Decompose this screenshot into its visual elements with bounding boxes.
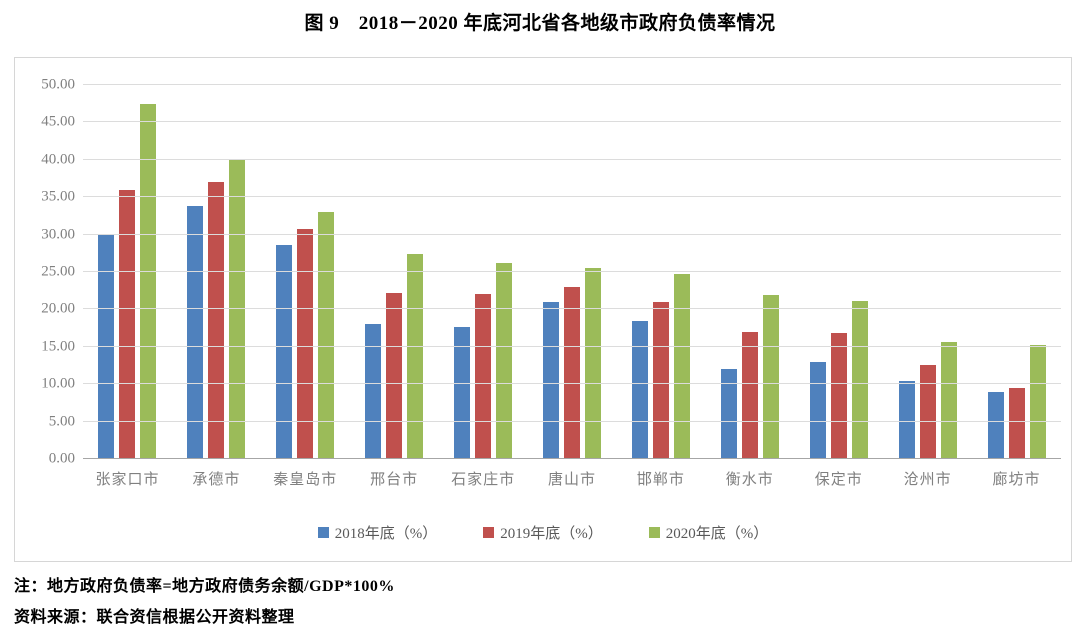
bar-group-2 xyxy=(172,85,261,459)
legend-label: 2019年底（%） xyxy=(500,525,603,542)
bar xyxy=(297,228,314,459)
x-axis-label: 承德市 xyxy=(192,472,241,488)
bar xyxy=(1008,387,1025,459)
y-axis-tick-label: 5.00 xyxy=(48,413,75,430)
bar xyxy=(208,182,225,459)
chart-frame: 0.00 5.00 10.00 15.00 20.00 25.00 30.00 35.00 40… xyxy=(14,57,1072,562)
x-axis: 张家口市 承德市 秦皇岛市 邢台市 石家庄市 唐山市 邯郸市 衡水市 保定市 沧州市 廊坊市 xyxy=(83,468,1061,490)
x-axis-line xyxy=(83,458,1061,459)
bar xyxy=(475,294,492,459)
figure-title: 图 9 2018－2020 年底河北省各地级市政府负债率情况 xyxy=(304,13,776,34)
gridline xyxy=(83,233,1061,235)
bar xyxy=(229,159,246,459)
bar-group-5 xyxy=(439,85,528,459)
y-axis-tick-label: 35.00 xyxy=(41,188,75,205)
bar xyxy=(318,212,335,459)
legend: 2018年底（%） 2019年底（%） 2020年底（%） xyxy=(15,520,1071,544)
bar xyxy=(187,206,204,459)
bar-group-9 xyxy=(794,85,883,459)
bar-group-6 xyxy=(528,85,617,459)
x-axis-label: 邢台市 xyxy=(370,472,419,488)
plot-area xyxy=(83,84,1061,459)
y-axis-tick-label: 50.00 xyxy=(41,76,75,93)
bar xyxy=(407,254,424,459)
bar xyxy=(809,361,826,459)
bar xyxy=(830,333,847,459)
bar xyxy=(119,190,136,459)
bar xyxy=(276,245,293,459)
gridline xyxy=(83,345,1061,347)
bar-group-10 xyxy=(883,85,972,459)
bar xyxy=(720,369,737,459)
x-axis-label: 沧州市 xyxy=(903,472,952,488)
bar xyxy=(365,323,382,459)
y-axis-tick-label: 25.00 xyxy=(41,263,75,280)
bar xyxy=(584,267,601,459)
gridline xyxy=(83,158,1061,160)
y-axis-tick-label: 40.00 xyxy=(41,151,75,168)
bar xyxy=(386,292,403,459)
bar xyxy=(563,286,580,459)
legend-swatch-icon xyxy=(648,526,660,538)
x-axis-label: 唐山市 xyxy=(547,472,596,488)
note-formula: 注：地方政府负债率=地方政府债务余额/GDP*100% xyxy=(14,578,395,595)
gridline xyxy=(83,121,1061,123)
bar xyxy=(631,321,648,459)
legend-item: 2020年底（%） xyxy=(648,522,769,543)
bar-group-3 xyxy=(261,85,350,459)
gridline xyxy=(83,84,1061,85)
y-axis-tick-label: 30.00 xyxy=(41,226,75,243)
y-axis-tick-label: 0.00 xyxy=(48,450,75,467)
y-axis: 0.00 5.00 10.00 15.00 20.00 25.00 30.00 35.00 40… xyxy=(15,77,75,467)
bar xyxy=(940,341,957,459)
legend-item: 2019年底（%） xyxy=(483,522,603,543)
x-axis-label: 张家口市 xyxy=(95,472,160,488)
x-axis-label: 衡水市 xyxy=(725,472,774,488)
legend-label: 2018年底（%） xyxy=(334,525,438,542)
y-axis-tick-label: 15.00 xyxy=(41,338,75,355)
legend-swatch-icon xyxy=(483,526,495,538)
bar xyxy=(454,326,471,459)
bar xyxy=(762,295,779,459)
bar xyxy=(851,301,868,459)
bar xyxy=(741,331,758,459)
bar xyxy=(987,391,1004,459)
gridline xyxy=(83,383,1061,385)
bar-groups xyxy=(83,85,1061,459)
bar-group-8 xyxy=(705,85,794,459)
legend-swatch-icon xyxy=(317,526,329,538)
legend-label: 2020年底（%） xyxy=(665,525,769,542)
bar xyxy=(140,103,157,459)
x-axis-label: 保定市 xyxy=(814,472,863,488)
y-axis-tick-label: 45.00 xyxy=(41,113,75,130)
gridline xyxy=(83,420,1061,422)
x-axis-label: 秦皇岛市 xyxy=(273,472,338,488)
y-axis-tick-label: 10.00 xyxy=(41,375,75,392)
x-axis-label: 廊坊市 xyxy=(992,472,1041,488)
bar-group-11 xyxy=(972,85,1061,459)
gridline xyxy=(83,196,1061,198)
x-axis-label: 石家庄市 xyxy=(451,472,516,488)
bar xyxy=(919,364,936,459)
legend-item: 2018年底（%） xyxy=(317,522,438,543)
x-axis-label: 邯郸市 xyxy=(636,472,685,488)
bar xyxy=(673,274,690,459)
bar xyxy=(1029,344,1046,459)
bar xyxy=(496,263,513,459)
bar xyxy=(898,381,915,459)
gridline xyxy=(83,271,1061,272)
bar-group-1 xyxy=(83,85,172,459)
bar-group-7 xyxy=(616,85,705,459)
note-source: 资料来源：联合资信根据公开资料整理 xyxy=(14,609,295,626)
bar xyxy=(652,301,669,459)
bar-group-4 xyxy=(350,85,439,459)
y-axis-tick-label: 20.00 xyxy=(41,300,75,317)
bar xyxy=(542,301,559,459)
gridline xyxy=(83,308,1061,310)
